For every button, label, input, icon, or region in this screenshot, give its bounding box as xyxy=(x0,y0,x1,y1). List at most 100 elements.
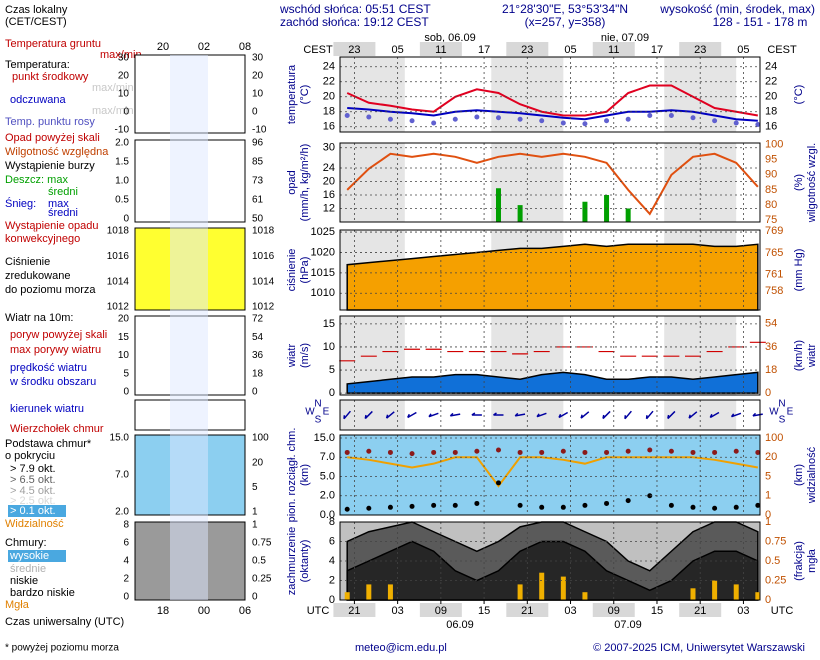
compass-label: E xyxy=(323,407,330,418)
dot xyxy=(690,449,696,455)
panel xyxy=(339,399,763,431)
side-tick-label: 5 xyxy=(123,368,129,379)
dot xyxy=(387,449,393,455)
side-tick-label: 0 xyxy=(123,387,129,398)
cest-label: CEST xyxy=(767,44,797,56)
side-legend-label: zredukowane xyxy=(5,270,70,282)
side-time-label: 18 xyxy=(157,605,169,617)
y2-tick-label: 85 xyxy=(765,184,777,196)
side-tick-label: 50 xyxy=(252,214,264,225)
cest-tick-label: 11 xyxy=(435,44,446,56)
dot xyxy=(344,449,350,455)
sunrise: wschód słońca: 05:51 CEST xyxy=(279,2,431,16)
x-tick-label: 21 xyxy=(348,605,360,617)
side-legend-label: do poziomu morza xyxy=(5,284,96,296)
y2-axis-title: (mm Hg) xyxy=(793,249,805,292)
dot xyxy=(344,506,350,512)
bar xyxy=(387,584,393,600)
dot xyxy=(409,503,415,509)
side-tick-label: 73 xyxy=(252,176,264,187)
y-tick-label: 12 xyxy=(323,202,335,214)
bar xyxy=(712,580,718,600)
dot xyxy=(431,120,437,126)
side-tick-label: 30 xyxy=(252,53,264,64)
email[interactable]: meteo@icm.edu.pl xyxy=(355,642,447,654)
y-axis-title: ciśnienie xyxy=(286,249,298,292)
side-tick-label: 1016 xyxy=(252,251,275,262)
side-tick-label: 0 xyxy=(252,592,258,603)
side-tick-label: 10 xyxy=(252,89,264,100)
side-tick-label: 8 xyxy=(123,520,129,531)
cest-tick-label: 23 xyxy=(694,44,706,56)
dot xyxy=(733,504,739,510)
dot xyxy=(452,116,458,122)
side-legend-label: konwekcyjnego xyxy=(5,233,80,245)
panel: 0 2 4 6 8 0 0.25 0.5 0.75 1 zachmurzenie (oktanty) (… xyxy=(286,516,818,606)
bar xyxy=(733,584,739,600)
dot xyxy=(733,120,739,126)
x-tick-label: 15 xyxy=(478,605,490,617)
side-tick-label: 1.5 xyxy=(115,157,129,168)
y2-axis-title: (frakcja) xyxy=(793,541,805,581)
line xyxy=(346,152,759,216)
side-legend-label: punkt środkowy xyxy=(12,71,89,83)
compass-label: S xyxy=(315,415,322,426)
y2-tick-label: 1 xyxy=(765,516,771,528)
grid-coords: (x=257, y=358) xyxy=(525,15,606,29)
y-tick-label: 24 xyxy=(323,61,335,73)
y2-axis-title: wiatr xyxy=(806,344,818,369)
y2-tick-label: 761 xyxy=(765,269,783,281)
cest-tick-label: 23 xyxy=(521,44,533,56)
night-band xyxy=(340,400,405,430)
compass-label: W xyxy=(769,407,779,418)
dot xyxy=(625,448,631,454)
y-axis-title: (m/s) xyxy=(299,343,311,368)
y-tick-label: 8 xyxy=(329,516,335,528)
dot xyxy=(560,120,566,126)
dot xyxy=(452,449,458,455)
y2-tick-label: 95 xyxy=(765,154,777,166)
dot xyxy=(604,118,610,124)
side-legend-label: niskie xyxy=(10,575,38,587)
y2-tick-label: 0.5 xyxy=(765,555,780,567)
y-tick-label: 2.0 xyxy=(320,490,335,502)
time-band xyxy=(549,42,592,56)
time-band xyxy=(679,42,722,56)
line xyxy=(347,456,759,488)
dot xyxy=(690,504,696,510)
dot xyxy=(755,502,761,508)
time-band xyxy=(419,603,462,617)
side-tick-label: 36 xyxy=(252,350,264,361)
side-legend-label: max/min xyxy=(92,105,134,117)
side-time-label: 08 xyxy=(239,41,251,53)
date: 07.09 xyxy=(614,619,642,631)
side-tick-label: 18 xyxy=(252,368,264,379)
side-legend-label: > 0.1 okt. xyxy=(10,505,56,517)
side-legend-label: Widzialność xyxy=(5,518,64,530)
side-tick-label: 2.0 xyxy=(115,138,129,149)
x-tick-label: 03 xyxy=(737,605,749,617)
wind-arrow xyxy=(493,412,504,416)
y2-tick-label: 765 xyxy=(765,247,783,259)
side-tick-label: 6 xyxy=(123,538,129,549)
y-tick-label: 16 xyxy=(323,121,335,133)
bar xyxy=(539,572,545,600)
y-axis-title: (hPa) xyxy=(299,257,311,284)
side-tick-label: 0 xyxy=(123,592,129,603)
side-tick-label: 0 xyxy=(252,387,258,398)
panel-frame xyxy=(339,142,761,223)
side-legend-label: Deszcz: max xyxy=(5,174,68,186)
dot xyxy=(712,118,718,124)
side-tick-label: 1018 xyxy=(252,226,275,237)
y-tick-label: 24 xyxy=(323,162,335,174)
y2-axis-title: (km) xyxy=(793,464,805,486)
wind-arrow xyxy=(580,411,590,419)
wind-arrow xyxy=(667,410,676,420)
bar xyxy=(560,576,566,600)
side-legend-label: max/min xyxy=(92,82,134,94)
y2-axis-title: (°C) xyxy=(793,85,805,105)
night-band xyxy=(664,57,737,132)
